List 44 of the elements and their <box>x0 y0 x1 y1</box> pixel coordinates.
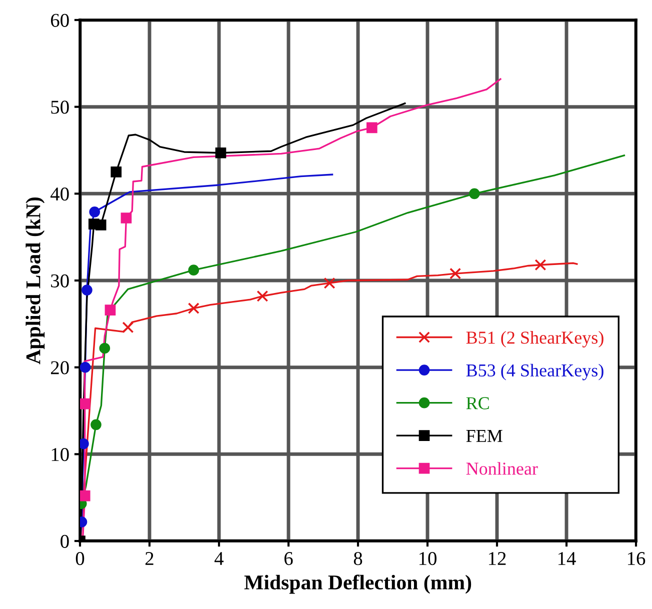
y-tick-label: 30 <box>51 274 69 288</box>
legend-label: Nonlinear <box>466 462 538 475</box>
x-tick-label: 14 <box>558 552 576 565</box>
point <box>80 398 90 410</box>
y-tick-label: 0 <box>60 534 69 548</box>
x-tick-label: 4 <box>214 552 224 565</box>
point <box>450 268 462 280</box>
point <box>90 419 102 430</box>
y-tick-label: 60 <box>50 14 69 27</box>
y-tick-label: 20 <box>50 361 69 374</box>
legend-label: RC <box>466 397 489 410</box>
x-tick-label: 0 <box>76 552 84 566</box>
point <box>80 490 90 502</box>
x-tick-label: 12 <box>488 552 506 565</box>
y-tick-label: 40 <box>50 187 69 201</box>
y-axis-title: Applied Load (kN) <box>26 197 45 364</box>
point <box>80 362 91 373</box>
point <box>468 188 480 200</box>
y-tick-label: 10 <box>52 448 69 462</box>
x-tick-label: 8 <box>354 552 362 566</box>
point <box>99 342 110 354</box>
x-tick-label: 16 <box>628 552 646 566</box>
point <box>188 302 200 314</box>
point <box>215 147 226 158</box>
point <box>188 264 200 276</box>
point <box>256 290 268 302</box>
point <box>120 212 132 224</box>
point <box>82 284 92 296</box>
legend-label: B51 (2 ShearKeys) <box>466 331 604 348</box>
legend-label: FEM <box>466 430 502 442</box>
point <box>95 220 106 230</box>
x-tick-label: 10 <box>419 552 436 566</box>
legend-label: B53 (4 ShearKeys) <box>466 364 604 380</box>
point <box>104 304 116 316</box>
x-tick-label: 6 <box>284 552 293 566</box>
point <box>89 206 100 218</box>
point <box>366 122 378 134</box>
point <box>110 166 122 178</box>
point <box>324 277 336 289</box>
point <box>534 259 546 271</box>
point <box>122 322 134 334</box>
x-tick-label: 2 <box>145 552 154 565</box>
x-axis-title: Midspan Deflection (mm) <box>244 574 472 594</box>
y-tick-label: 50 <box>51 100 69 114</box>
